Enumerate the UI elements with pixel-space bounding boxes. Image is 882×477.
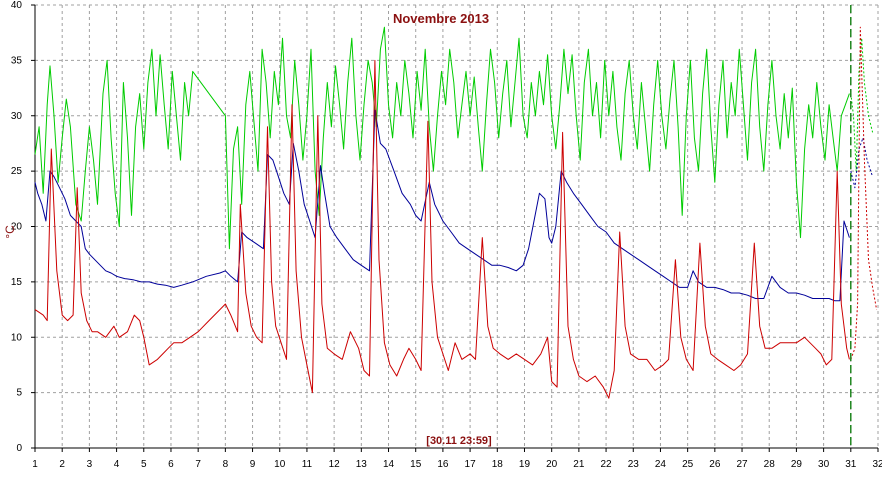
- chart-title: Novembre 2013: [393, 11, 489, 26]
- y-tick-label: 35: [11, 55, 23, 66]
- x-tick-label: 16: [437, 459, 449, 470]
- x-tick-label: 14: [383, 459, 395, 470]
- x-tick-label: 8: [223, 459, 229, 470]
- x-tick-label: 19: [519, 459, 531, 470]
- x-tick-label: 2: [59, 459, 65, 470]
- x-tick-label: 17: [465, 459, 477, 470]
- y-tick-label: 40: [11, 0, 23, 11]
- x-tick-label: 24: [655, 459, 667, 470]
- x-tick-label: 32: [872, 459, 882, 470]
- x-tick-label: 28: [764, 459, 776, 470]
- y-tick-label: 15: [11, 277, 23, 288]
- x-tick-label: 13: [356, 459, 368, 470]
- x-tick-label: 26: [709, 459, 721, 470]
- x-tick-label: 1: [32, 459, 38, 470]
- series-line-5: [850, 26, 878, 360]
- x-tick-label: 3: [87, 459, 93, 470]
- x-tick-label: 4: [114, 459, 120, 470]
- series-line-2: [34, 59, 850, 399]
- x-tick-label: 18: [492, 459, 504, 470]
- x-tick-label: 23: [628, 459, 640, 470]
- y-axis-unit: °C: [3, 225, 17, 239]
- x-tick-label: 30: [818, 459, 830, 470]
- x-tick-label: 7: [195, 459, 201, 470]
- x-tick-label: 6: [168, 459, 174, 470]
- series-line-0: [34, 26, 850, 250]
- x-tick-label: 27: [736, 459, 748, 470]
- y-tick-label: 0: [16, 443, 22, 454]
- y-tick-label: 25: [11, 166, 23, 177]
- x-tick-label: 25: [682, 459, 694, 470]
- x-tick-label: 31: [845, 459, 857, 470]
- series-line-1: [34, 109, 850, 302]
- series-lines: [34, 26, 878, 399]
- y-tick-label: 10: [11, 332, 23, 343]
- x-tick-label: 5: [141, 459, 147, 470]
- x-tick-label: 20: [546, 459, 558, 470]
- current-time-label: [30.11 23:59]: [426, 435, 492, 447]
- x-tick-label: 29: [791, 459, 803, 470]
- y-tick-label: 30: [11, 111, 23, 122]
- series-line-4: [850, 137, 874, 189]
- x-tick-label: 12: [329, 459, 341, 470]
- x-tick-label: 15: [410, 459, 422, 470]
- y-tick-label: 20: [11, 222, 23, 233]
- x-tick-label: 11: [302, 459, 313, 470]
- y-tick-label: 5: [16, 388, 22, 399]
- x-tick-label: 9: [250, 459, 256, 470]
- x-tick-label: 21: [573, 459, 585, 470]
- x-tick-label: 10: [274, 459, 286, 470]
- x-tick-label: 22: [601, 459, 613, 470]
